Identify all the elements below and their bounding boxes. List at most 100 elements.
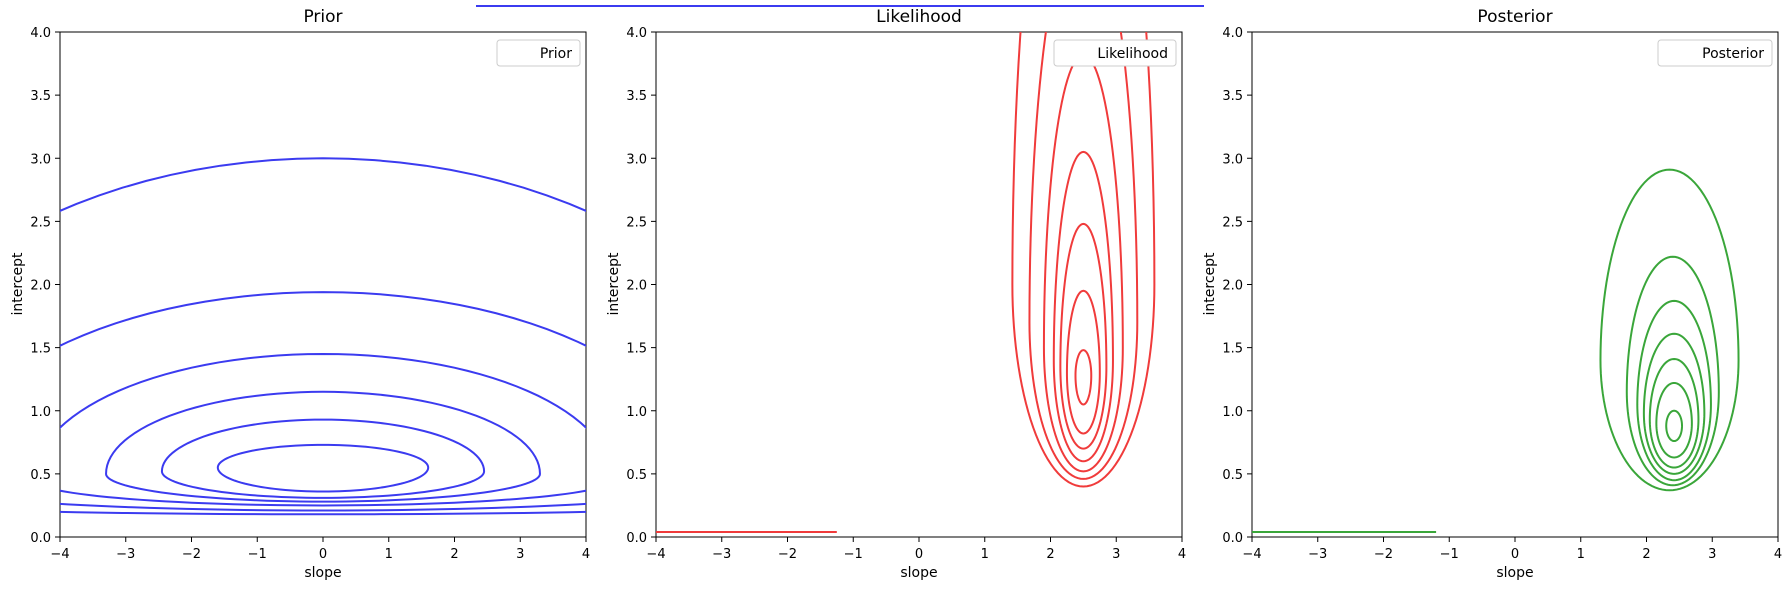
contour-line bbox=[1625, 255, 1720, 487]
x-tick-label: 0 bbox=[319, 547, 327, 562]
y-tick-label: 3.5 bbox=[30, 89, 51, 104]
x-tick-label: −4 bbox=[50, 547, 69, 562]
subplot-prior-xticks: −4 −3 −2 −1 0 1 2 3 4 bbox=[50, 537, 590, 562]
legend-label: Prior bbox=[540, 46, 572, 62]
subplot-prior-title: Prior bbox=[303, 7, 342, 27]
legend-box bbox=[496, 39, 581, 67]
x-tick-label: 2 bbox=[1642, 547, 1650, 562]
y-tick-label: 1.5 bbox=[1222, 342, 1243, 357]
x-tick-label: 4 bbox=[1178, 547, 1186, 562]
contour-line bbox=[1059, 222, 1108, 450]
subplot-likelihood-ylabel: intercept bbox=[606, 252, 622, 316]
y-tick-label: 1.5 bbox=[30, 342, 51, 357]
y-tick-label: 1.0 bbox=[626, 405, 647, 420]
contour-line bbox=[1074, 349, 1093, 406]
x-tick-label: −1 bbox=[844, 547, 863, 562]
subplot-likelihood-legend: Likelihood bbox=[1053, 39, 1177, 67]
contour-line bbox=[1648, 357, 1700, 469]
x-tick-label: −4 bbox=[646, 547, 665, 562]
y-tick-label: 1.0 bbox=[30, 405, 51, 420]
x-tick-label: −2 bbox=[182, 547, 201, 562]
x-tick-label: 3 bbox=[516, 547, 524, 562]
subplot-prior-yticks: 0.0 0.5 1.0 1.5 2.0 2.5 3.0 3.5 4.0 bbox=[30, 26, 60, 546]
legend-box bbox=[1657, 39, 1773, 67]
y-tick-label: 3.0 bbox=[1222, 152, 1243, 167]
contour-line bbox=[1636, 299, 1712, 482]
legend-label: Posterior bbox=[1702, 46, 1764, 62]
subplot-posterior-legend: Posterior bbox=[1657, 39, 1773, 67]
y-tick-label: 3.0 bbox=[626, 152, 647, 167]
contour-line bbox=[60, 291, 586, 512]
subplot-posterior-xlabel: slope bbox=[1496, 565, 1533, 581]
contour-line bbox=[1065, 289, 1101, 435]
y-tick-label: 0.0 bbox=[626, 531, 647, 546]
subplot-likelihood-xticks: −4 −3 −2 −1 0 1 2 3 4 bbox=[646, 537, 1186, 562]
y-tick-label: 2.5 bbox=[1222, 215, 1243, 230]
contour-line bbox=[216, 443, 430, 493]
subplot-prior-xlabel: slope bbox=[304, 565, 341, 581]
contour-line bbox=[105, 390, 541, 503]
contour-line bbox=[1665, 409, 1684, 443]
subplot-posterior: Posterior slope intercept Posterior −4 −3… bbox=[1202, 7, 1782, 581]
y-tick-label: 1.5 bbox=[626, 342, 647, 357]
y-tick-label: 0.0 bbox=[1222, 531, 1243, 546]
subplot-posterior-contours bbox=[1252, 168, 1740, 533]
subplot-likelihood: Likelihood slope intercept Likelihood −4… bbox=[606, 7, 1186, 581]
x-tick-label: −1 bbox=[248, 547, 267, 562]
contour-line bbox=[1052, 150, 1114, 463]
x-tick-label: 1 bbox=[385, 547, 393, 562]
y-tick-label: 0.5 bbox=[30, 468, 51, 483]
x-tick-label: 1 bbox=[981, 547, 989, 562]
x-tick-label: 3 bbox=[1708, 547, 1716, 562]
x-tick-label: 2 bbox=[450, 547, 458, 562]
y-tick-label: 3.5 bbox=[1222, 89, 1243, 104]
y-tick-label: 1.0 bbox=[1222, 405, 1243, 420]
x-tick-label: 0 bbox=[915, 547, 923, 562]
subplot-likelihood-xlabel: slope bbox=[900, 565, 937, 581]
x-tick-label: −4 bbox=[1242, 547, 1261, 562]
subplot-prior-ylabel: intercept bbox=[10, 252, 26, 316]
subplot-likelihood-contours bbox=[656, 32, 1156, 533]
subplot-likelihood-yticks: 0.0 0.5 1.0 1.5 2.0 2.5 3.0 3.5 4.0 bbox=[626, 26, 656, 546]
contour-line bbox=[1011, 32, 1156, 488]
contour-line bbox=[1028, 32, 1139, 480]
contour-line bbox=[160, 418, 486, 499]
subplot-posterior-xticks: −4 −3 −2 −1 0 1 2 3 4 bbox=[1242, 537, 1782, 562]
contour-line bbox=[1599, 168, 1740, 492]
x-tick-label: 1 bbox=[1577, 547, 1585, 562]
y-tick-label: 4.0 bbox=[1222, 26, 1243, 41]
contour-line bbox=[1042, 53, 1124, 473]
legend-box bbox=[1053, 39, 1177, 67]
x-tick-label: 4 bbox=[1774, 547, 1782, 562]
subplot-prior-frame bbox=[59, 31, 587, 538]
x-tick-label: −2 bbox=[778, 547, 797, 562]
subplot-posterior-title: Posterior bbox=[1477, 7, 1552, 27]
x-tick-label: −3 bbox=[1308, 547, 1327, 562]
x-tick-label: −3 bbox=[116, 547, 135, 562]
x-tick-label: −1 bbox=[1440, 547, 1459, 562]
y-tick-label: 3.5 bbox=[626, 89, 647, 104]
subplot-posterior-yticks: 0.0 0.5 1.0 1.5 2.0 2.5 3.0 3.5 4.0 bbox=[1222, 26, 1252, 546]
subplot-prior: Prior slope intercept Prior −4 −3 −2 −1 0 1 2 3… bbox=[10, 7, 590, 581]
y-tick-label: 0.5 bbox=[1222, 468, 1243, 483]
y-tick-label: 2.0 bbox=[30, 279, 51, 294]
contour-line bbox=[60, 157, 586, 516]
y-tick-label: 2.5 bbox=[30, 215, 51, 230]
subplot-posterior-frame bbox=[1251, 31, 1779, 538]
y-tick-label: 0.5 bbox=[626, 468, 647, 483]
x-tick-label: 3 bbox=[1112, 547, 1120, 562]
y-tick-label: 4.0 bbox=[30, 26, 51, 41]
subplot-prior-contours bbox=[60, 157, 586, 516]
x-tick-label: 0 bbox=[1511, 547, 1519, 562]
subplot-likelihood-title: Likelihood bbox=[876, 7, 962, 27]
x-tick-label: −2 bbox=[1374, 547, 1393, 562]
contour-line bbox=[1642, 332, 1706, 475]
y-tick-label: 3.0 bbox=[30, 152, 51, 167]
contour-line bbox=[60, 352, 586, 507]
y-tick-label: 2.0 bbox=[626, 279, 647, 294]
subplot-posterior-ylabel: intercept bbox=[1202, 252, 1218, 316]
x-tick-label: −3 bbox=[712, 547, 731, 562]
y-tick-label: 4.0 bbox=[626, 26, 647, 41]
legend-label: Likelihood bbox=[1097, 46, 1168, 62]
